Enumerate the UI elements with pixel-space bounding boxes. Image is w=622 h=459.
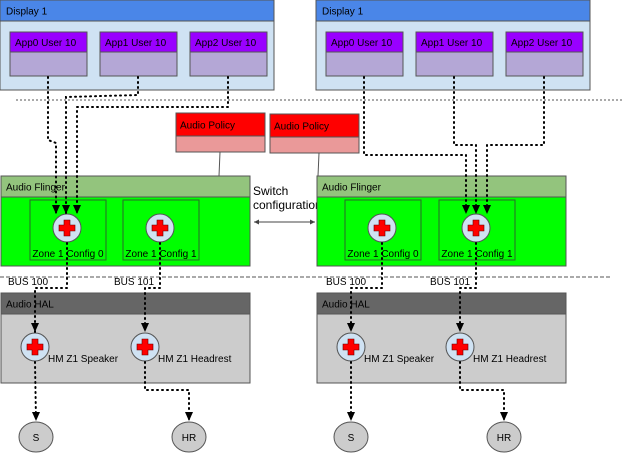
bus-flow-0-arrowhead xyxy=(31,323,39,332)
zone-config-box-1 xyxy=(122,199,200,261)
output-label-1: HR xyxy=(497,433,511,444)
bus-flow-1 xyxy=(144,242,161,333)
output-hr xyxy=(171,421,207,453)
app-flow-2 xyxy=(486,76,545,215)
policy-connector xyxy=(317,152,320,177)
bus-flow-0 xyxy=(350,242,383,333)
bus-flow-0 xyxy=(34,242,68,333)
audio-flinger-header xyxy=(316,175,567,198)
output-flow-1-arrowhead xyxy=(185,412,193,421)
output-flow-1 xyxy=(459,361,505,422)
audio-policy-header xyxy=(269,113,360,138)
zone-config-0-cross-icon xyxy=(58,219,76,237)
audio-hal-header xyxy=(316,292,567,315)
zone-config-label-1: Zone 1 Config 1 xyxy=(441,249,513,260)
bus-label-0: BUS 100 xyxy=(326,277,366,288)
app-flow-2-arrowhead xyxy=(483,205,491,214)
bus-label-0: BUS 100 xyxy=(8,277,48,288)
app-flow-0 xyxy=(47,76,57,215)
bus-flow-1-arrowhead xyxy=(141,323,149,332)
audio-flinger-title: Audio Flinger xyxy=(322,183,382,194)
audio-flinger-title: Audio Flinger xyxy=(6,183,66,194)
app-2-title: App2 User 10 xyxy=(511,38,573,49)
app-1-header xyxy=(99,31,178,53)
hal-device-label-0: HM Z1 Speaker xyxy=(48,354,119,365)
app-1-header xyxy=(415,31,494,53)
app-2-header xyxy=(189,31,268,53)
bus-flow-0-arrowhead xyxy=(347,323,355,332)
audio-hal-title: Audio HAL xyxy=(6,300,54,311)
audio-policy-title: Audio Policy xyxy=(274,122,329,133)
output-label-1: HR xyxy=(182,433,196,444)
app-flow-0-arrowhead xyxy=(462,205,470,214)
bus-flow-1-arrowhead xyxy=(456,323,464,332)
bus-label-1: BUS 101 xyxy=(114,277,154,288)
display-title: Display 1 xyxy=(322,7,364,18)
zone-config-box-0 xyxy=(344,199,422,261)
output-s xyxy=(333,421,369,453)
app-flow-0-arrowhead xyxy=(52,205,60,214)
bus-label-1: BUS 101 xyxy=(430,277,470,288)
output-flow-1 xyxy=(144,361,190,422)
display-header xyxy=(0,0,275,22)
display-title: Display 1 xyxy=(6,7,48,18)
display-header xyxy=(315,0,591,22)
app-0-title: App0 User 10 xyxy=(15,38,77,49)
app-1-title: App1 User 10 xyxy=(105,38,167,49)
app-flow-1 xyxy=(65,76,139,215)
zone-config-1-cross-icon xyxy=(151,219,169,237)
output-flow-0-arrowhead xyxy=(347,412,355,421)
switch-label-1: Switch xyxy=(253,184,288,198)
zone-config-label-0: Zone 1 Config 0 xyxy=(347,249,419,260)
app-0-header xyxy=(325,31,404,53)
app-flow-1-arrowhead xyxy=(472,205,480,214)
zone-config-label-1: Zone 1 Config 1 xyxy=(125,249,197,260)
policy-connector xyxy=(218,151,221,177)
hal-device-label-1: HM Z1 Headrest xyxy=(158,354,232,365)
zone-config-box-0 xyxy=(29,199,107,261)
app-0-header xyxy=(9,31,88,53)
output-label-0: S xyxy=(348,433,355,444)
output-s xyxy=(18,421,54,453)
zone-config-label-0: Zone 1 Config 0 xyxy=(32,249,104,260)
audio-hal-header xyxy=(0,292,251,315)
hal-device-0-cross-icon xyxy=(26,338,44,356)
zone-config-0-cross-icon xyxy=(373,219,391,237)
hal-device-label-1: HM Z1 Headrest xyxy=(473,354,547,365)
audio-policy-title: Audio Policy xyxy=(180,121,235,132)
app-flow-2-arrowhead xyxy=(73,205,81,214)
app-flow-1-arrowhead xyxy=(62,205,70,214)
audio-flinger-header xyxy=(0,175,251,198)
hal-device-1-cross-icon xyxy=(451,338,469,356)
hal-device-1-cross-icon xyxy=(136,338,154,356)
app-flow-2 xyxy=(76,76,229,215)
app-flow-1 xyxy=(453,76,477,215)
audio-hal-title: Audio HAL xyxy=(322,300,370,311)
output-hr xyxy=(486,421,522,453)
output-flow-1-arrowhead xyxy=(500,412,508,421)
app-2-header xyxy=(505,31,584,53)
output-flow-0 xyxy=(34,361,37,422)
app-flow-0 xyxy=(363,76,467,215)
hal-device-label-0: HM Z1 Speaker xyxy=(364,354,435,365)
zone-config-1-cross-icon xyxy=(467,219,485,237)
configuration-right: Display 1 App0 User 10 App1 User 10 App2 Us… xyxy=(269,0,591,453)
audio-policy-header xyxy=(175,112,266,137)
output-flow-0-arrowhead xyxy=(32,412,40,421)
hal-device-0-cross-icon xyxy=(342,338,360,356)
app-1-title: App1 User 10 xyxy=(421,38,483,49)
configuration-left: Display 1 App0 User 10 App1 User 10 App2 Us… xyxy=(0,0,275,453)
switch-label-2: configuration xyxy=(253,198,322,212)
output-label-0: S xyxy=(33,433,40,444)
app-0-title: App0 User 10 xyxy=(331,38,393,49)
app-2-title: App2 User 10 xyxy=(195,38,257,49)
